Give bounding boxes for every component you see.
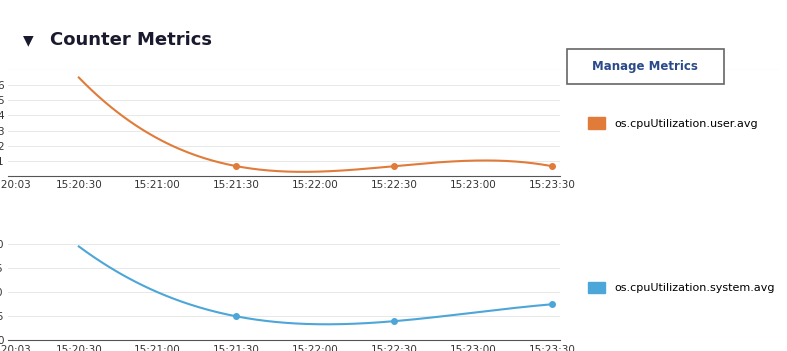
- Legend: os.cpuUtilization.user.avg: os.cpuUtilization.user.avg: [584, 113, 762, 133]
- Legend: os.cpuUtilization.system.avg: os.cpuUtilization.system.avg: [584, 277, 779, 298]
- FancyBboxPatch shape: [567, 49, 724, 84]
- Text: Counter Metrics: Counter Metrics: [50, 31, 212, 49]
- Text: Manage Metrics: Manage Metrics: [593, 60, 698, 73]
- Text: ▼: ▼: [24, 33, 34, 47]
